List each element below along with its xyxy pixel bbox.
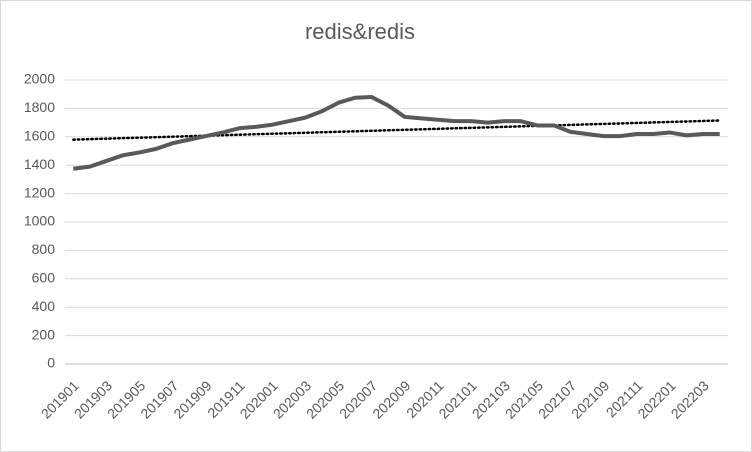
y-tick-label: 1200 <box>24 184 55 200</box>
y-tick-label: 400 <box>32 298 56 314</box>
y-tick-label: 1800 <box>24 99 55 115</box>
y-tick-label: 0 <box>47 355 55 371</box>
data-line <box>73 95 720 171</box>
y-tick-label: 1400 <box>24 156 55 172</box>
chart-title: redis&redis <box>305 19 415 44</box>
y-tick-label: 1000 <box>24 213 55 229</box>
y-tick-label: 2000 <box>24 71 55 87</box>
y-tick-label: 800 <box>32 241 56 257</box>
trendline <box>72 119 721 141</box>
y-tick-label: 200 <box>32 326 56 342</box>
y-tick-label: 600 <box>32 270 56 286</box>
y-tick-label: 1600 <box>24 128 55 144</box>
